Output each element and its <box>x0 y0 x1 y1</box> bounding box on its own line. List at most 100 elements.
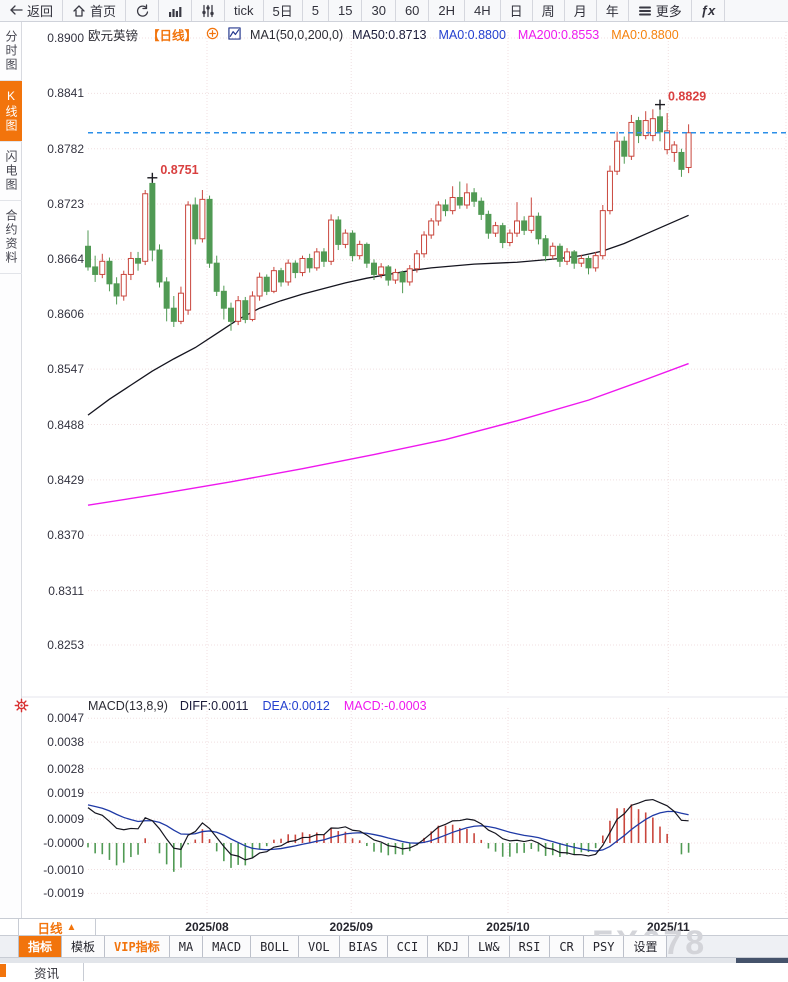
news-row: 资讯 <box>0 963 788 981</box>
candle-body <box>285 262 292 283</box>
price-annotation: 0.8751 <box>160 163 198 177</box>
candle-body <box>356 243 363 257</box>
dea-line <box>87 804 689 852</box>
candle-body <box>413 253 420 270</box>
toolbar-item-返回[interactable]: 返回 <box>0 0 64 21</box>
sidebar-item-K线图[interactable]: K线图 <box>0 81 22 142</box>
indicator-chart-icon[interactable] <box>228 26 241 43</box>
interval-selector[interactable]: 日线 ▲ <box>18 919 96 936</box>
indicator-tab-bar: 指标 模板 VIP指标 MA MACD BOLL VOL BIAS CCI KDJ LW& RSI CR… <box>0 936 788 958</box>
candle-body <box>249 295 256 320</box>
sidebar-item-闪电图[interactable]: 闪电图 <box>0 142 22 201</box>
candle-body <box>185 204 192 311</box>
candle-body <box>449 196 456 212</box>
macd-readout-0: DIFF:0.0011 <box>179 699 249 713</box>
toolbar-item-4H[interactable]: 4H <box>465 0 501 21</box>
candle-body <box>320 251 327 262</box>
tab-模板[interactable]: 模板 <box>62 936 106 957</box>
toolbar-item-年[interactable]: 年 <box>597 0 629 21</box>
candle-body <box>113 283 120 297</box>
candle-body <box>635 120 642 137</box>
toolbar-item-更多[interactable]: 更多 <box>629 0 692 21</box>
macd-title: MACD(13,8,9) <box>88 699 168 713</box>
toolbar-item-月[interactable]: 月 <box>565 0 597 21</box>
tab-VOL[interactable]: VOL <box>298 936 340 957</box>
diff-line <box>87 798 689 861</box>
candle-body <box>664 130 671 151</box>
macd-axis-label: 0.0009 <box>47 812 84 827</box>
tab-CR[interactable]: CR <box>550 936 584 957</box>
horizontal-scrollbar[interactable] <box>0 958 788 963</box>
macd-readout-2: MACD:-0.0003 <box>343 699 427 713</box>
candle-body <box>313 251 320 269</box>
back-icon <box>10 4 23 15</box>
candle-body <box>649 118 656 137</box>
toolbar-item-5[interactable]: 5 <box>303 0 329 21</box>
price-axis-label: 0.8253 <box>47 638 84 652</box>
tab-PSY[interactable]: PSY <box>583 936 625 957</box>
candle-body <box>192 204 199 240</box>
candle-body <box>199 198 206 240</box>
macd-axis-label: -0.0010 <box>43 862 84 877</box>
chart-badge-icon <box>228 26 241 40</box>
ma-readout-1: MA0:0.8800 <box>438 27 506 42</box>
candle-body <box>270 270 277 292</box>
tab-MACD[interactable]: MACD <box>203 936 252 957</box>
tab-RSI[interactable]: RSI <box>509 936 551 957</box>
scrollbar-thumb[interactable] <box>736 958 788 963</box>
interval-tag: 【日线】 <box>147 29 198 43</box>
toolbar-item-refresh-icon[interactable] <box>126 0 160 21</box>
toolbar-item-2H[interactable]: 2H <box>429 0 466 21</box>
macd-settings-gear-icon[interactable] <box>14 698 29 718</box>
tab-VIP指标[interactable]: VIP指标 <box>105 936 170 957</box>
candle-body <box>156 249 163 283</box>
candle-body <box>657 116 663 133</box>
tab-CCI[interactable]: CCI <box>387 936 429 957</box>
ma-readouts: MA50:0.8713 MA0:0.8800 MA200:0.8553 MA0:0.8… <box>352 28 679 42</box>
news-accent-bar <box>0 964 6 977</box>
news-tab[interactable]: 资讯 <box>10 963 84 981</box>
ma-readout-0: MA50:0.8713 <box>352 27 427 42</box>
ma-readout-3: MA0:0.8800 <box>611 27 679 42</box>
add-favorite-icon[interactable] <box>206 27 219 43</box>
tab-指标[interactable]: 指标 <box>18 936 63 957</box>
toolbar-item-首页[interactable]: 首页 <box>63 0 127 21</box>
bar-chart-icon <box>169 6 182 17</box>
candle-body <box>435 204 442 222</box>
candle-body <box>463 192 470 206</box>
toolbar-item-ƒx[interactable]: ƒx <box>692 0 726 21</box>
tab-BIAS[interactable]: BIAS <box>339 936 388 957</box>
candle-body <box>242 300 249 320</box>
toolbar-item-30[interactable]: 30 <box>362 0 396 21</box>
toolbar-item-bar-chart-icon[interactable] <box>159 0 193 21</box>
tab-设置[interactable]: 设置 <box>624 936 668 957</box>
tab-LW&[interactable]: LW& <box>468 936 510 957</box>
price-axis-label: 0.8311 <box>48 583 84 598</box>
tab-KDJ[interactable]: KDJ <box>428 936 469 957</box>
price-axis-label: 0.8841 <box>47 86 84 101</box>
toolbar-item-tick[interactable]: tick <box>225 0 264 21</box>
candle-body <box>392 272 399 281</box>
candle-body <box>685 132 692 168</box>
toolbar-item-周[interactable]: 周 <box>533 0 565 21</box>
macd-readout-1: DEA:0.0012 <box>262 699 330 713</box>
candle-body <box>363 243 370 264</box>
toolbar-item-15[interactable]: 15 <box>329 0 363 21</box>
toolbar-item-sliders-icon[interactable] <box>192 0 226 21</box>
candle-body <box>606 170 613 212</box>
candle-body <box>528 215 535 231</box>
price-axis-label: 0.8664 <box>47 252 84 267</box>
toolbar-item-60[interactable]: 60 <box>396 0 430 21</box>
toolbar-item-5日[interactable]: 5日 <box>264 0 303 21</box>
candle-body <box>535 215 542 240</box>
tab-MA[interactable]: MA <box>169 936 204 957</box>
candle-body <box>263 276 270 292</box>
tab-BOLL[interactable]: BOLL <box>251 936 299 957</box>
price-axis-label: 0.8429 <box>47 472 84 487</box>
sidebar-item-合约资料[interactable]: 合约资料 <box>0 201 22 274</box>
candle-body <box>599 210 606 257</box>
sidebar-item-分时图[interactable]: 分时图 <box>0 22 22 81</box>
candle-body <box>256 276 263 297</box>
toolbar-item-日[interactable]: 日 <box>501 0 533 21</box>
